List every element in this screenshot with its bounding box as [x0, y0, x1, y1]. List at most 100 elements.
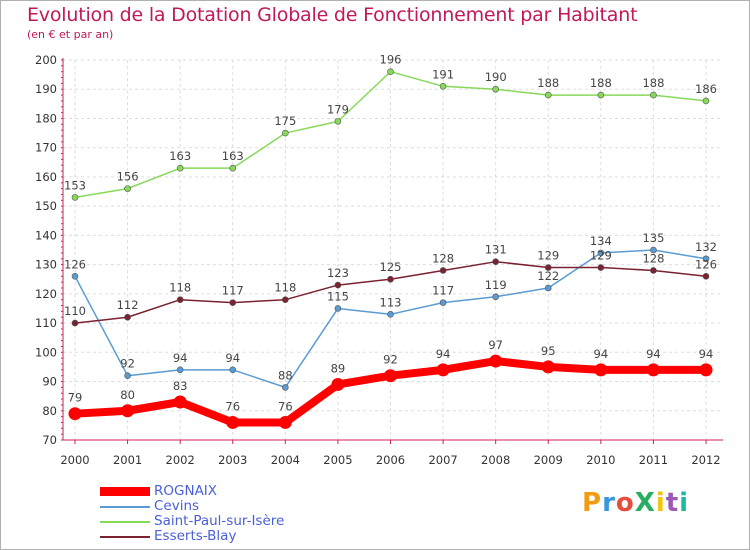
data-point-esserts-blay [544, 264, 552, 271]
y-tick-label: 140 [35, 228, 57, 242]
y-tick-label: 180 [35, 111, 57, 125]
data-point-cevins [71, 273, 79, 280]
data-label-esserts-blay: 131 [485, 243, 507, 257]
data-label-saint-paul-sur-is-re: 188 [642, 76, 664, 90]
data-point-esserts-blay [492, 258, 499, 265]
data-label-esserts-blay: 118 [274, 281, 296, 295]
data-label-rognaix: 95 [541, 344, 556, 358]
x-tick-label: 2010 [586, 453, 615, 467]
data-label-esserts-blay: 128 [432, 251, 454, 265]
data-label-saint-paul-sur-is-re: 153 [64, 178, 86, 192]
data-point-saint-paul-sur-is-re [387, 68, 394, 75]
data-point-saint-paul-sur-is-re [229, 164, 237, 172]
data-point-cevins [387, 311, 394, 318]
logo-letter: o [615, 488, 635, 518]
data-label-esserts-blay: 126 [695, 257, 717, 271]
data-label-saint-paul-sur-is-re: 190 [485, 70, 507, 84]
logo-letter: r [602, 488, 616, 518]
data-point-esserts-blay [439, 267, 447, 274]
data-label-cevins: 117 [432, 284, 454, 298]
data-label-rognaix: 94 [594, 347, 609, 361]
data-label-esserts-blay: 117 [222, 284, 244, 298]
data-label-rognaix: 76 [278, 399, 293, 413]
data-label-cevins: 119 [485, 278, 507, 292]
y-tick-label: 160 [35, 170, 57, 184]
data-label-esserts-blay: 125 [380, 260, 402, 274]
data-label-saint-paul-sur-is-re: 196 [380, 53, 402, 67]
data-point-esserts-blay [71, 319, 79, 327]
data-point-esserts-blay [597, 264, 605, 271]
y-tick-label: 100 [35, 345, 57, 359]
data-point-cevins [439, 299, 447, 306]
x-tick-label: 2011 [639, 453, 668, 467]
data-point-esserts-blay [702, 273, 710, 280]
data-point-esserts-blay [334, 281, 342, 289]
data-point-saint-paul-sur-is-re [334, 118, 342, 125]
data-label-cevins: 126 [64, 257, 86, 271]
data-point-rognaix [489, 354, 503, 368]
data-label-rognaix: 94 [436, 347, 451, 361]
legend-swatch-rognaix [100, 487, 150, 496]
data-label-cevins: 88 [278, 368, 293, 382]
data-point-saint-paul-sur-is-re [544, 91, 552, 99]
data-label-saint-paul-sur-is-re: 186 [695, 82, 717, 96]
y-tick-label: 130 [35, 258, 57, 272]
x-tick-label: 2005 [323, 453, 352, 467]
y-tick-label: 80 [42, 404, 57, 418]
data-label-saint-paul-sur-is-re: 191 [432, 67, 454, 81]
data-point-rognaix [646, 363, 660, 377]
data-label-cevins: 94 [225, 351, 240, 365]
y-tick-label: 110 [35, 316, 57, 330]
data-point-rognaix [226, 415, 240, 429]
legend-swatch-cevins [100, 506, 150, 508]
data-point-cevins [124, 372, 131, 379]
data-label-rognaix: 76 [225, 399, 240, 413]
data-label-saint-paul-sur-is-re: 179 [327, 102, 349, 116]
y-tick-label: 170 [35, 141, 57, 155]
legend-label-esserts-blay: Esserts-Blay [154, 528, 237, 544]
logo-letter: i [655, 488, 666, 518]
logo-letter: P [582, 488, 603, 518]
data-point-esserts-blay [176, 296, 184, 303]
data-point-rognaix [541, 360, 555, 374]
data-point-saint-paul-sur-is-re [492, 85, 499, 93]
data-point-rognaix [384, 369, 397, 383]
y-tick-label: 90 [42, 375, 57, 389]
data-point-rognaix [173, 395, 187, 409]
legend-swatch-esserts-blay [100, 536, 150, 538]
data-label-esserts-blay: 123 [327, 266, 349, 280]
logo-letter: X [634, 488, 656, 518]
data-label-esserts-blay: 129 [537, 249, 559, 263]
data-point-cevins [702, 255, 710, 263]
data-point-rognaix [331, 377, 345, 391]
y-tick-label: 120 [35, 287, 57, 301]
plot-area [63, 58, 723, 440]
data-point-cevins [544, 284, 552, 292]
data-label-rognaix: 94 [699, 347, 714, 361]
data-point-esserts-blay [229, 299, 237, 306]
x-tick-label: 2003 [218, 453, 247, 467]
y-tick-label: 200 [35, 53, 57, 67]
data-point-saint-paul-sur-is-re [124, 185, 131, 192]
data-label-esserts-blay: 110 [64, 304, 86, 318]
data-point-esserts-blay [282, 296, 289, 303]
data-label-cevins: 134 [590, 234, 612, 248]
y-tick-label: 190 [35, 82, 57, 96]
data-label-cevins: 94 [173, 351, 188, 365]
data-point-saint-paul-sur-is-re [597, 91, 605, 99]
chart-subtitle: (en € et par an) [27, 28, 114, 41]
data-label-saint-paul-sur-is-re: 163 [222, 149, 244, 163]
data-point-esserts-blay [387, 275, 394, 283]
data-point-cevins [176, 366, 184, 374]
data-label-esserts-blay: 112 [117, 298, 139, 312]
data-point-rognaix [699, 363, 713, 377]
data-label-rognaix: 83 [173, 379, 188, 393]
logo-letter: t [665, 488, 680, 518]
chart-title: Evolution de la Dotation Globale de Fonc… [27, 4, 638, 26]
x-tick-label: 2002 [166, 453, 195, 467]
data-label-rognaix: 92 [383, 353, 398, 367]
data-label-saint-paul-sur-is-re: 188 [537, 76, 559, 90]
x-tick-label: 2008 [481, 453, 510, 467]
data-label-cevins: 135 [642, 231, 664, 245]
